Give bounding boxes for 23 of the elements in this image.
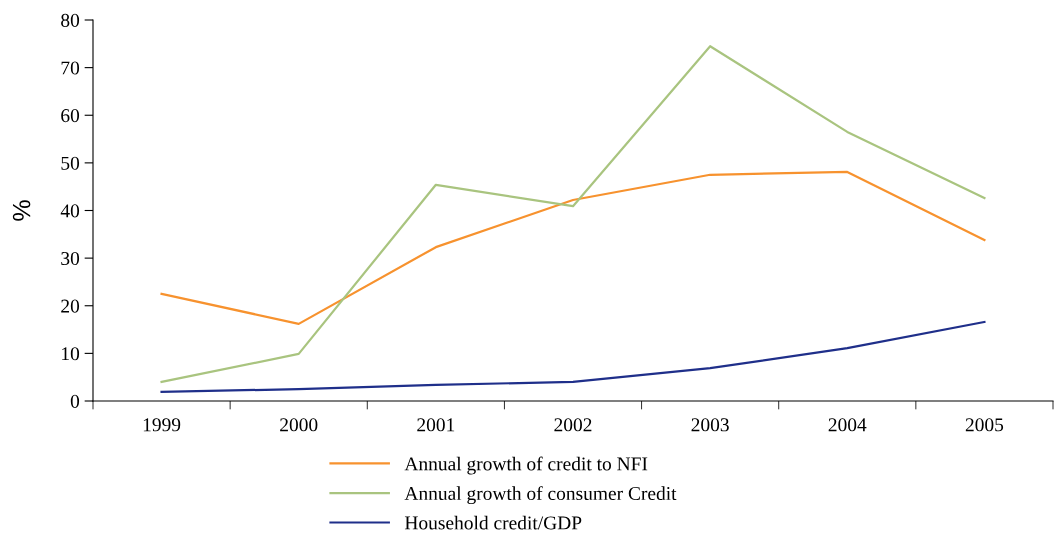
y-tick-label: 70: [61, 61, 80, 75]
y-tick-label: 30: [61, 251, 80, 266]
y-axis-title: %: [12, 200, 31, 221]
line-series: [160, 170, 986, 325]
y-tick-label: 40: [60, 204, 80, 218]
y-tick-label: 80: [61, 13, 80, 27]
x-tick-label: 2002: [554, 418, 592, 432]
line-series: [160, 45, 986, 384]
legend-label: Annual growth of credit to NFI: [404, 456, 648, 475]
y-tick-label: 20: [61, 299, 80, 313]
y-tick-label: 10: [62, 347, 80, 361]
legend-label: Annual growth of consumer Credit: [404, 486, 677, 505]
y-tick-label: 50: [61, 156, 80, 170]
line-series: [160, 320, 986, 394]
x-tick-label: 1999: [143, 418, 181, 432]
x-tick-label: 2004: [828, 418, 867, 432]
legend-label: Household credit/GDP: [404, 515, 582, 530]
x-tick-label: 2005: [965, 418, 1004, 432]
y-tick-label: 0: [70, 394, 80, 408]
x-tick-label: 2003: [691, 418, 729, 432]
x-tick-label: 2001: [417, 418, 455, 432]
y-tick-label: 60: [61, 109, 80, 123]
x-tick-label: 2000: [280, 418, 318, 432]
